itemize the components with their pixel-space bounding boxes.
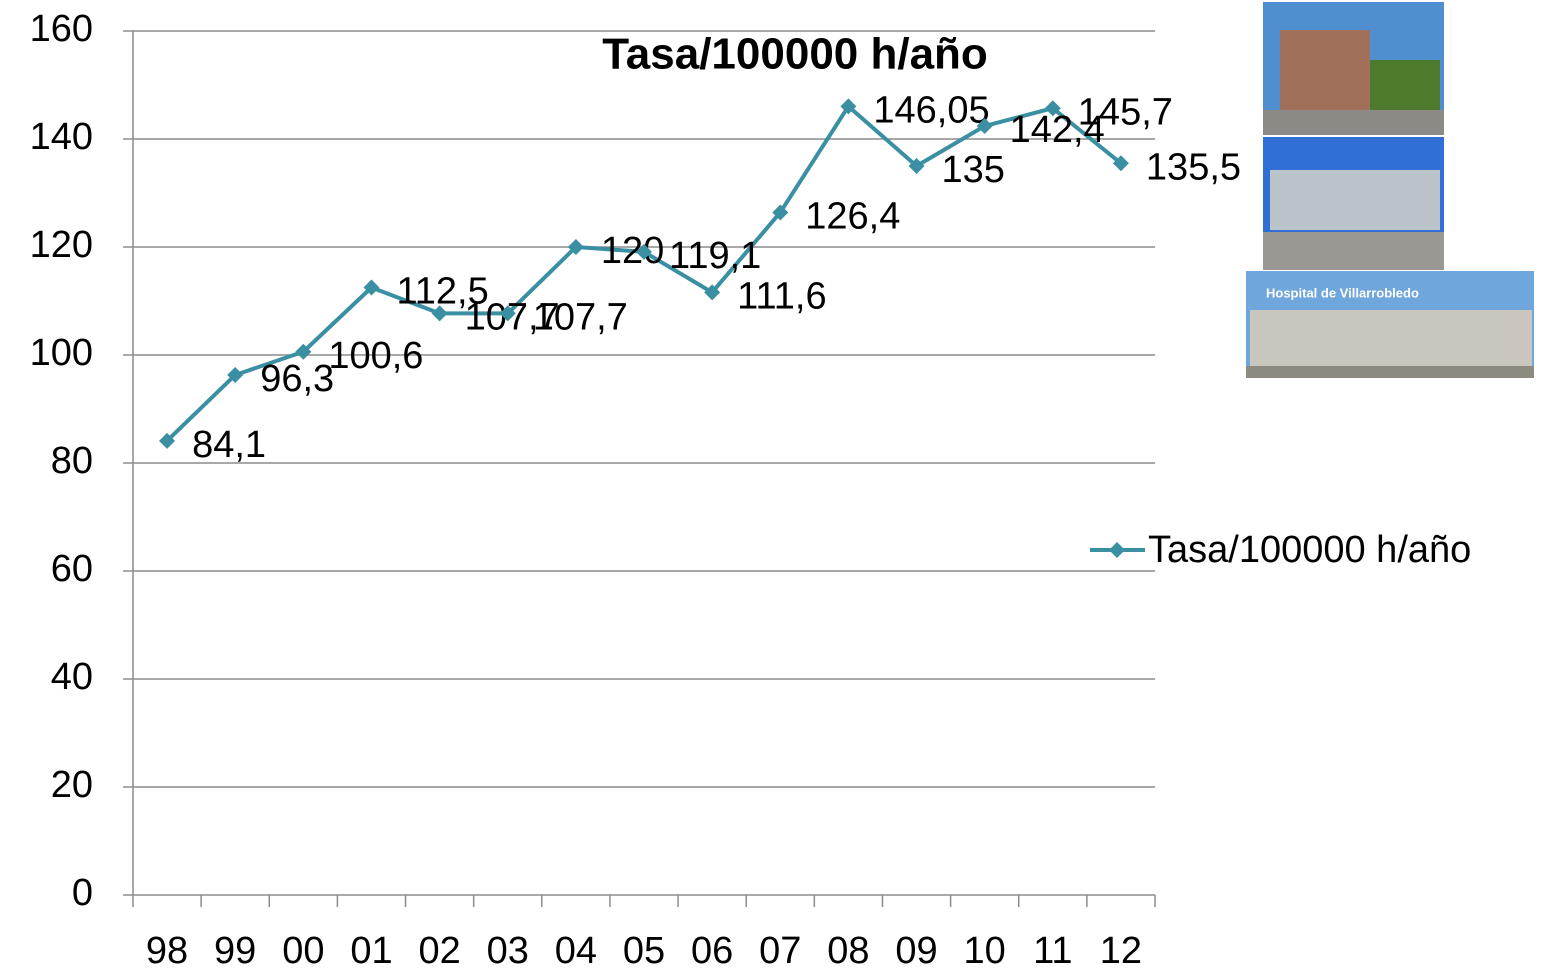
x-tick-label: 06 xyxy=(691,930,733,972)
page: {"chart_data": {"type": "line", "title":… xyxy=(0,0,1566,973)
x-tick-label: 02 xyxy=(418,930,460,972)
data-label: 119,1 xyxy=(669,235,761,277)
photo-3-building xyxy=(1250,310,1532,368)
x-tick-label: 07 xyxy=(759,930,801,972)
data-label: 96,3 xyxy=(260,358,334,400)
y-tick-label: 100 xyxy=(30,332,93,374)
x-tick-label: 05 xyxy=(623,930,665,972)
y-tick-label: 0 xyxy=(72,872,93,914)
photo-caption: Hospital de Villarrobledo xyxy=(1266,285,1419,300)
y-tick-label: 140 xyxy=(30,116,93,158)
photo-3-ground xyxy=(1246,366,1534,378)
data-label: 145,7 xyxy=(1078,91,1173,133)
y-tick-label: 40 xyxy=(51,656,93,698)
x-tick-label: 09 xyxy=(895,930,937,972)
legend-marker xyxy=(1109,542,1125,558)
photo-2-building xyxy=(1270,170,1440,230)
chart-title: Tasa/100000 h/año xyxy=(602,30,988,79)
x-tick-label: 01 xyxy=(350,930,392,972)
x-tick-label: 03 xyxy=(487,930,529,972)
hospital-photos: Hospital de Villarrobledo xyxy=(1246,2,1534,378)
data-label: 135,5 xyxy=(1146,146,1241,188)
x-tick-label: 04 xyxy=(555,930,597,972)
data-label: 126,4 xyxy=(805,195,900,237)
legend-label: Tasa/100000 h/año xyxy=(1148,529,1471,571)
photo-2-ground xyxy=(1263,232,1444,270)
y-tick-label: 120 xyxy=(30,224,93,266)
photo-1-building xyxy=(1280,30,1370,110)
x-tick-label: 00 xyxy=(282,930,324,972)
data-label: 111,6 xyxy=(737,275,826,317)
data-label: 84,1 xyxy=(192,424,266,466)
photo-1-ground xyxy=(1263,110,1444,135)
y-tick-label: 60 xyxy=(51,548,93,590)
x-tick-label: 11 xyxy=(1033,930,1072,972)
y-tick-label: 80 xyxy=(51,440,93,482)
x-tick-label: 12 xyxy=(1100,930,1142,972)
y-tick-label: 160 xyxy=(30,8,93,50)
data-label: 107,7 xyxy=(533,296,628,338)
x-tick-label: 98 xyxy=(146,930,188,972)
x-tick-label: 08 xyxy=(827,930,869,972)
x-tick-label: 99 xyxy=(214,930,256,972)
data-label: 120 xyxy=(601,230,664,272)
data-label: 146,05 xyxy=(873,89,989,131)
data-label: 135 xyxy=(942,149,1005,191)
chart: Tasa/100000 h/año Hospital de Villarrobl… xyxy=(0,0,1566,973)
y-tick-label: 20 xyxy=(51,764,93,806)
x-tick-label: 10 xyxy=(964,930,1006,972)
data-label: 100,6 xyxy=(328,335,423,377)
